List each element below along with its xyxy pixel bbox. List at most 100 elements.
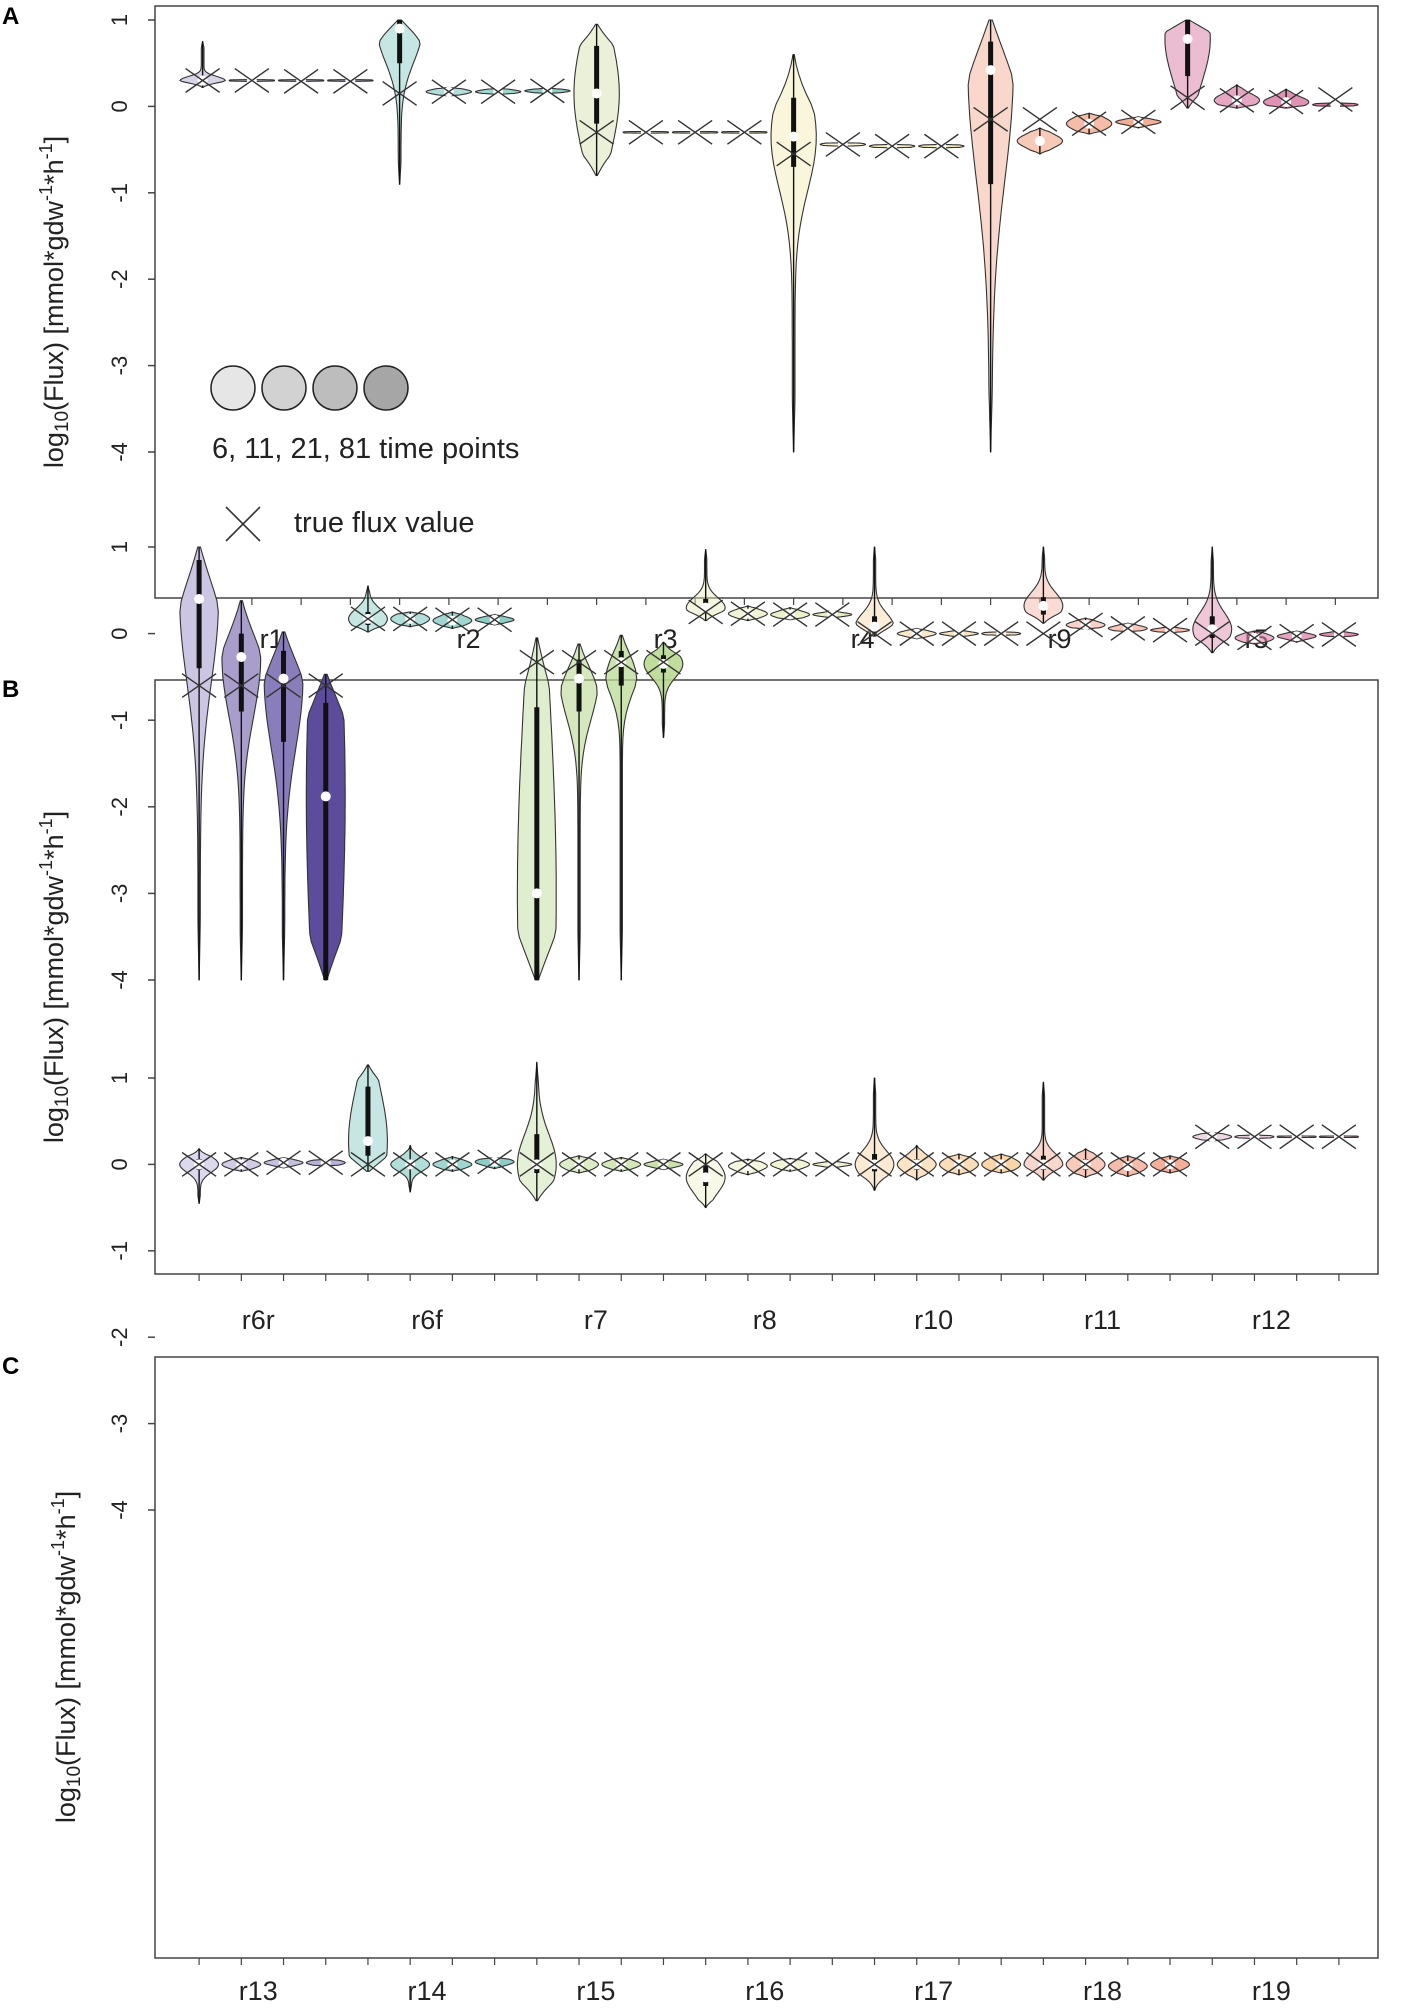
- panel-b-category-label: r11: [1084, 1305, 1121, 1335]
- panel-c-true-value-cross: [1279, 1124, 1315, 1150]
- panel-b-true-value-cross: [814, 602, 850, 628]
- panel-c-true-value-cross: [392, 1151, 428, 1177]
- panel-c-true-value-cross: [1110, 1151, 1146, 1177]
- panel-b-violin-median: [194, 593, 205, 604]
- panel-c-true-value-cross: [688, 1151, 724, 1177]
- panel-a-true-value-cross: [1071, 111, 1107, 137]
- panel-b-true-value-cross: [181, 673, 217, 699]
- panel-b-true-value-cross: [1025, 621, 1061, 647]
- panel-c-true-value-cross: [1068, 1151, 1104, 1177]
- panel-c-true-value-cross: [308, 1150, 344, 1176]
- panel-b-category-label: r6f: [411, 1305, 443, 1335]
- panel-c-ytick-label: 0: [107, 1158, 132, 1170]
- panel-a-violin-median: [1330, 99, 1341, 110]
- panel-c-true-value-cross: [646, 1151, 681, 1177]
- panel-b-true-value-cross: [983, 621, 1019, 647]
- panel-a-ytick-label: -1: [107, 183, 132, 203]
- panel-a-true-value-cross: [1022, 106, 1058, 132]
- panel-a-ytick-label: -2: [107, 269, 132, 289]
- panel-c-frame: [154, 1356, 1379, 1959]
- panel-a-frame: [154, 5, 1379, 599]
- panel-a-true-value-cross: [431, 79, 467, 105]
- panel-c-true-value-cross: [772, 1151, 808, 1177]
- panel-a-true-value-cross: [1219, 87, 1255, 113]
- panel-a-violin-median: [1182, 34, 1193, 45]
- panel-a-true-value-cross: [185, 68, 221, 93]
- panel-b-letter: B: [2, 676, 19, 703]
- panel-c-ylabel: log10(Flux) [mmol*gdw-1*h-1]: [48, 1491, 85, 1823]
- panel-b-category-label: r7: [584, 1305, 608, 1335]
- panel-a-true-value-cross: [1120, 109, 1156, 135]
- panel-a-violin-median: [1034, 135, 1045, 146]
- panel-c-ytick-label: 1: [107, 1072, 132, 1084]
- panel-a-violin-median: [985, 65, 996, 76]
- panel-c-true-value-cross: [603, 1151, 639, 1177]
- panel-b-ytick-label: -3: [107, 884, 132, 904]
- panel-a-true-value-cross: [726, 119, 762, 145]
- panel-a-violin-median: [591, 88, 602, 99]
- panel-a-true-value-cross: [874, 133, 910, 159]
- panel-b-category-label: r12: [1252, 1305, 1291, 1335]
- panel-a-true-value-cross: [480, 79, 516, 105]
- panel-b-true-value-cross: [519, 649, 555, 675]
- panel-b-true-value-cross: [1279, 623, 1315, 649]
- panel-b-category-label: r10: [914, 1305, 953, 1335]
- panel-c-true-value-cross: [899, 1151, 935, 1177]
- panel-a-true-value-cross: [234, 68, 270, 93]
- panel-b-frame: [154, 679, 1379, 1275]
- panel-b-ylabel: log10(Flux) [mmol*gdw-1*h-1]: [36, 811, 73, 1143]
- panel-b-true-value-cross: [646, 649, 681, 675]
- panel-b-violin-median: [658, 658, 669, 669]
- panel-b-violin-median: [278, 673, 289, 684]
- panel-c-true-value-cross: [941, 1151, 977, 1177]
- plot-layer: -4-3-2-101r1r2r3r4r9r5-4-3-2-101r6rr6fr7…: [107, 14, 1359, 2006]
- panel-c-true-value-cross: [223, 1151, 259, 1177]
- panel-a-true-value-cross: [1317, 87, 1353, 112]
- panel-a-true-value-cross: [923, 133, 959, 159]
- panel-b-ytick-label: -1: [107, 710, 132, 730]
- panel-c-true-value-cross: [1152, 1151, 1188, 1177]
- panel-b-category-label: r6r: [242, 1305, 275, 1335]
- legend: 6, 11, 21, 81 time points true flux valu…: [210, 365, 519, 542]
- panel-a-true-value-cross: [1268, 89, 1304, 115]
- panel-a-violin-median: [788, 131, 799, 142]
- panel-c-true-value-cross: [1237, 1124, 1272, 1150]
- legend-true-flux-label: true flux value: [294, 507, 475, 539]
- panel-c-ytick-label: -1: [107, 1241, 132, 1261]
- panel-a-true-value-cross: [332, 68, 368, 94]
- panel-b-ytick-label: 1: [107, 541, 132, 553]
- panel-c-true-value-cross: [266, 1150, 301, 1176]
- legend-cross-icon: [225, 506, 261, 542]
- panel-c-true-value-cross: [814, 1151, 850, 1177]
- panel-c-true-value-cross: [1025, 1151, 1061, 1177]
- panel-c-violin-median: [700, 1172, 711, 1183]
- panel-b-true-value-cross: [350, 606, 386, 632]
- panel-b-violin-median: [320, 791, 331, 802]
- panel-c-true-value-cross: [730, 1151, 766, 1177]
- panel-a-true-value-cross: [776, 141, 812, 167]
- panel-a-category-label: r2: [457, 624, 481, 654]
- panel-c-true-value-cross: [519, 1151, 555, 1177]
- panel-c-category-label: r13: [239, 1976, 278, 2006]
- panel-b-category-label: r8: [753, 1305, 777, 1335]
- panel-b-true-value-cross: [603, 649, 639, 675]
- panel-c-category-label: r14: [408, 1976, 447, 2006]
- panel-c-true-value-cross: [983, 1151, 1019, 1177]
- panel-a-true-value-cross: [973, 106, 1009, 132]
- panel-c-true-value-cross: [1194, 1124, 1230, 1150]
- panel-c-letter: C: [2, 1353, 19, 1380]
- panel-c-true-value-cross: [181, 1151, 217, 1177]
- panel-c-category-label: r18: [1083, 1976, 1122, 2006]
- panel-b-true-value-cross: [477, 607, 513, 633]
- panel-a-true-value-cross: [677, 119, 713, 145]
- panel-b-ytick-label: -2: [107, 797, 132, 817]
- panel-a-true-value-cross: [1170, 85, 1206, 111]
- panel-c-ytick-label: -2: [107, 1327, 132, 1347]
- panel-b-true-value-cross: [561, 649, 597, 675]
- panel-a-true-value-cross: [825, 131, 861, 157]
- panel-a-ytick-label: -3: [107, 356, 132, 376]
- panel-b-violin-median: [236, 651, 247, 662]
- panel-c-category-label: r19: [1252, 1976, 1291, 2006]
- panel-a-true-value-cross: [628, 119, 664, 145]
- panel-b-true-value-cross: [857, 621, 892, 647]
